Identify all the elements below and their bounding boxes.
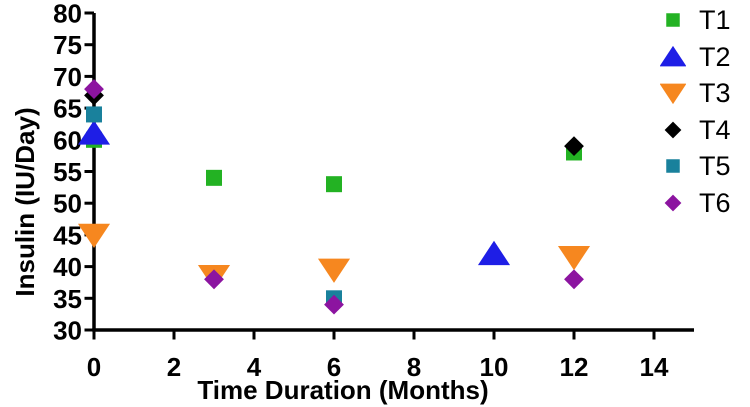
- legend-square-icon: [666, 13, 680, 27]
- marker-T6-2: [324, 294, 344, 315]
- y-tick-label: 55: [53, 157, 82, 187]
- legend-diamond-icon: [664, 121, 682, 139]
- x-tick-label: 2: [167, 352, 181, 382]
- y-tick-label: 30: [53, 316, 82, 346]
- marker-T3-0: [77, 223, 111, 249]
- x-tick-label: 12: [560, 352, 589, 382]
- legend-label: T2: [699, 41, 731, 72]
- legend-item-T3: T3: [660, 78, 731, 109]
- legend-item-T5: T5: [660, 151, 731, 182]
- legend-marker-T2: [660, 45, 686, 67]
- legend-triangle-up-icon: [660, 45, 686, 67]
- y-axis-title: Insulin (IU/Day): [10, 107, 40, 296]
- marker-T6-0: [84, 79, 104, 99]
- legend-marker-T4: [664, 121, 682, 139]
- marker-T3-3: [557, 245, 591, 271]
- legend-marker-T6: [664, 194, 682, 212]
- y-tick-label: 75: [53, 30, 82, 60]
- y-tick-label: 50: [53, 189, 82, 219]
- x-tick-label: 4: [247, 352, 262, 382]
- legend-label: T3: [699, 78, 731, 109]
- legend-square-icon: [666, 159, 680, 174]
- legend-label: T1: [699, 5, 731, 35]
- legend-item-T6: T6: [660, 187, 731, 218]
- legend-label: T4: [699, 114, 731, 145]
- marker-T2-0: [77, 120, 111, 145]
- legend-triangle-down-icon: [660, 83, 686, 105]
- x-tick-label: 10: [480, 352, 509, 382]
- legend-item-T1: T1: [660, 5, 731, 35]
- y-tick-label: 70: [53, 62, 82, 92]
- marker-T3-2: [317, 258, 351, 283]
- y-tick-label: 80: [53, 0, 82, 29]
- legend-marker-T1: [666, 13, 680, 27]
- marker-T6-1: [204, 269, 224, 290]
- marker-T2-1: [477, 240, 511, 266]
- x-tick-label: 14: [640, 352, 669, 382]
- x-tick-label: 8: [407, 352, 421, 382]
- marker-T6-3: [564, 269, 584, 290]
- legend-marker-T3: [660, 83, 686, 105]
- legend-marker-T5: [666, 159, 680, 174]
- marker-T5-0: [86, 106, 102, 123]
- y-tick-label: 65: [53, 94, 82, 124]
- marker-T1-1: [206, 169, 222, 186]
- y-tick-label: 40: [53, 252, 82, 282]
- y-tick-label: 45: [53, 220, 82, 250]
- y-tick-label: 60: [53, 125, 82, 155]
- x-tick-label: 0: [87, 352, 101, 382]
- legend-label: T6: [699, 187, 731, 218]
- x-tick-label: 6: [327, 352, 341, 382]
- data-points: [77, 79, 591, 315]
- marker-T4-1: [564, 136, 584, 157]
- legend-label: T5: [699, 151, 731, 182]
- legend-item-T4: T4: [660, 114, 731, 145]
- marker-T1-2: [326, 176, 342, 193]
- legend-diamond-icon: [664, 194, 682, 212]
- y-tick-label: 35: [53, 284, 82, 314]
- legend: T1 T2 T3 T4 T5 T6: [660, 7, 731, 216]
- legend-item-T2: T2: [660, 41, 731, 72]
- x-axis-title: Time Duration (Months): [197, 375, 488, 405]
